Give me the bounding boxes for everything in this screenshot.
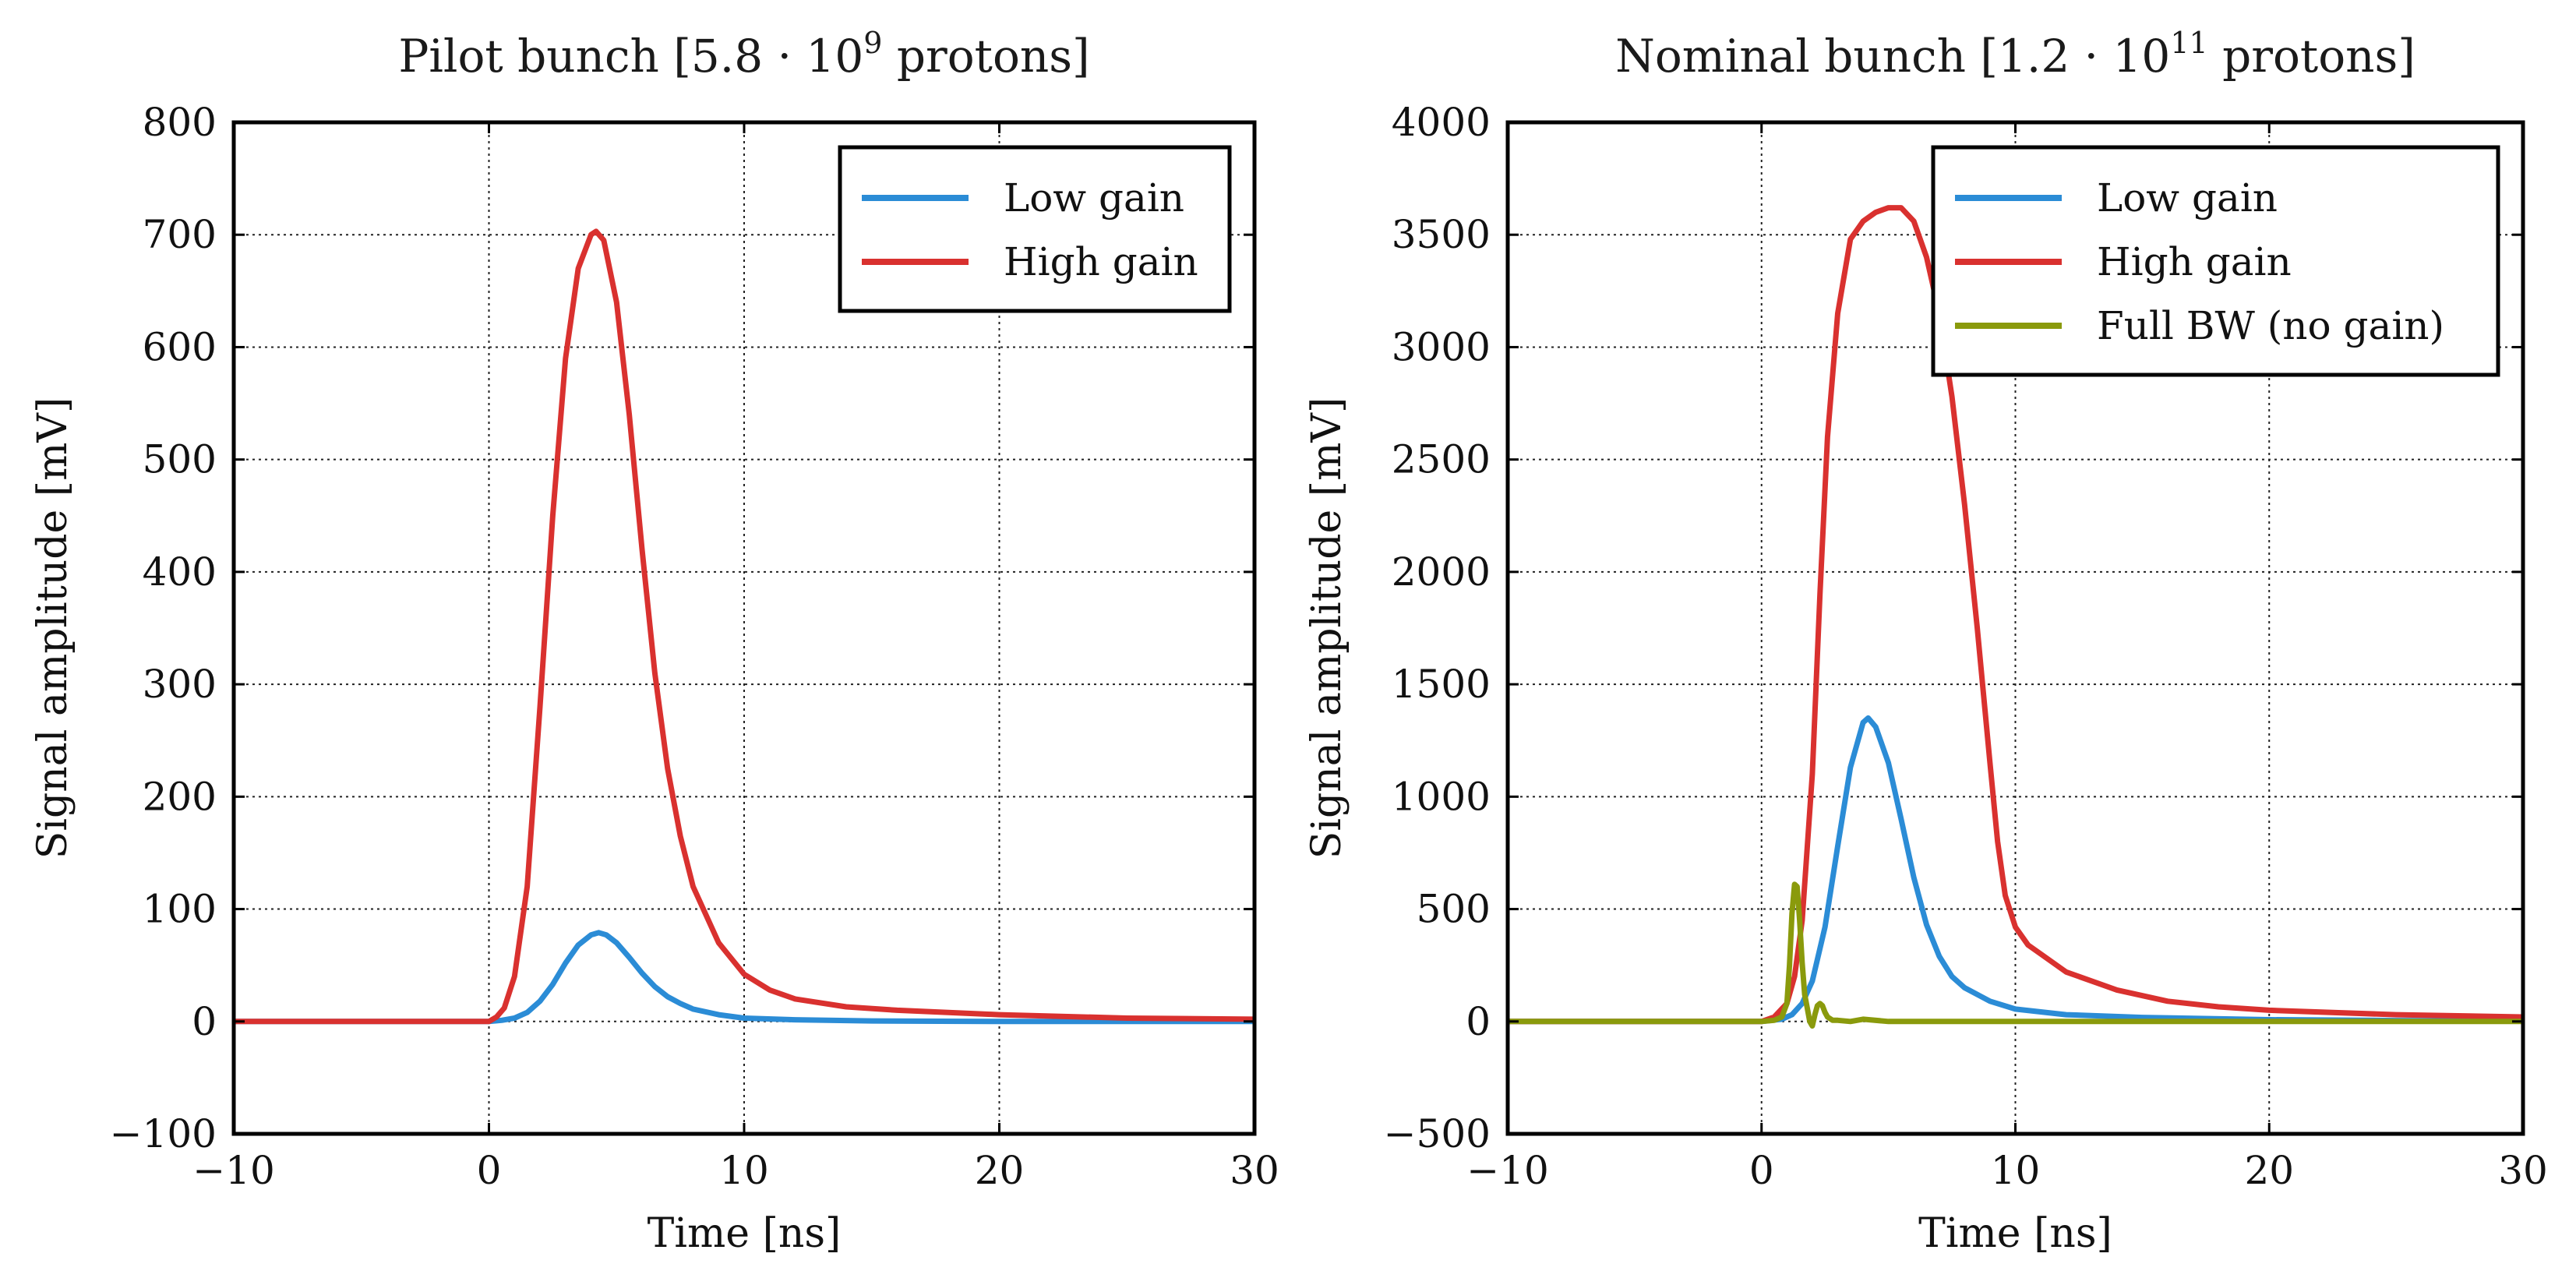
chart-title-tail: protons] xyxy=(882,30,1089,83)
y-tick-label: 2500 xyxy=(1392,437,1491,482)
y-tick-label: 1500 xyxy=(1392,662,1491,707)
y-tick-label: 800 xyxy=(143,100,217,145)
x-axis-label: Time [ns] xyxy=(648,1210,842,1257)
x-tick-label: 30 xyxy=(1230,1148,1279,1193)
chart-title-main: Pilot bunch [5.8 · 10 xyxy=(398,30,863,83)
y-axis-label: Signal amplitude [mV] xyxy=(30,397,76,859)
legend-label-high-gain: High gain xyxy=(1004,239,1198,284)
x-tick-label: 10 xyxy=(1991,1148,2041,1193)
y-tick-label: 3500 xyxy=(1392,212,1491,257)
legend-box xyxy=(838,145,1232,313)
series-line-low-gain xyxy=(1508,715,2523,1025)
chart-title-exponent: 11 xyxy=(2170,26,2207,60)
y-tick-label: 1000 xyxy=(1392,774,1491,819)
x-tick-label: −10 xyxy=(192,1148,275,1193)
nominal-bunch-panel: Nominal bunch [1.2 · 1011 protons] −10 0 10… xyxy=(1304,26,2548,1257)
x-tick-label: 20 xyxy=(2244,1148,2294,1193)
x-tick-label: 0 xyxy=(477,1148,502,1193)
y-tick-label: 3000 xyxy=(1392,324,1491,369)
legend-label-low-gain: Low gain xyxy=(2097,175,2278,221)
x-tick-label: 20 xyxy=(975,1148,1025,1193)
chart-title-exponent: 9 xyxy=(863,26,882,60)
x-tick-label: 10 xyxy=(719,1148,769,1193)
y-tick-label: −100 xyxy=(110,1111,217,1156)
legend-label-low-gain: Low gain xyxy=(1004,175,1184,221)
y-tick-label: 700 xyxy=(143,212,217,257)
x-axis-label: Time [ns] xyxy=(1918,1210,2112,1257)
pilot-bunch-panel: Pilot bunch [5.8 · 109 protons]−10 0 10 20 3… xyxy=(30,26,1279,1257)
y-tick-label: 500 xyxy=(143,437,217,482)
y-axis-label: Signal amplitude [mV] xyxy=(1304,397,1350,859)
y-tick-label: 2000 xyxy=(1392,549,1491,595)
y-tick-label: −500 xyxy=(1384,1111,1491,1156)
legend-label-full-bw-no-gain: Full BW (no gain) xyxy=(2097,303,2444,348)
legend: Low gain High gain xyxy=(838,145,1232,313)
series-line-full-bw-no-gain xyxy=(1508,881,2523,1029)
x-tick-label: 30 xyxy=(2498,1148,2548,1193)
legend-label-high-gain: High gain xyxy=(2097,239,2292,284)
series-line-low-gain xyxy=(234,930,1254,1025)
chart-title-main: Nominal bunch [1.2 · 10 xyxy=(1615,30,2170,83)
series-group xyxy=(1508,205,2523,1029)
series-line-high-gain xyxy=(234,228,1254,1025)
y-tick-label: 300 xyxy=(143,662,217,707)
y-tick-label: 100 xyxy=(143,887,217,932)
y-tick-label: 600 xyxy=(143,324,217,369)
y-tick-label: 4000 xyxy=(1392,100,1491,145)
x-tick-label: −10 xyxy=(1466,1148,1549,1193)
series-group xyxy=(234,228,1254,1025)
legend: Low gain High gain Full BW (no gain) xyxy=(1931,145,2500,377)
y-tick-label: 0 xyxy=(192,999,217,1044)
chart-title: Pilot bunch [5.8 · 109 protons] xyxy=(398,26,1089,83)
chart-title: Nominal bunch [1.2 · 1011 protons] xyxy=(1615,26,2415,83)
chart-title-tail: protons] xyxy=(2208,30,2415,83)
y-tick-label: 200 xyxy=(143,774,217,819)
y-tick-label: 500 xyxy=(1417,887,1491,932)
x-tick-label: 0 xyxy=(1749,1148,1774,1193)
y-tick-label: 400 xyxy=(143,549,217,595)
y-tick-label: 0 xyxy=(1466,999,1491,1044)
